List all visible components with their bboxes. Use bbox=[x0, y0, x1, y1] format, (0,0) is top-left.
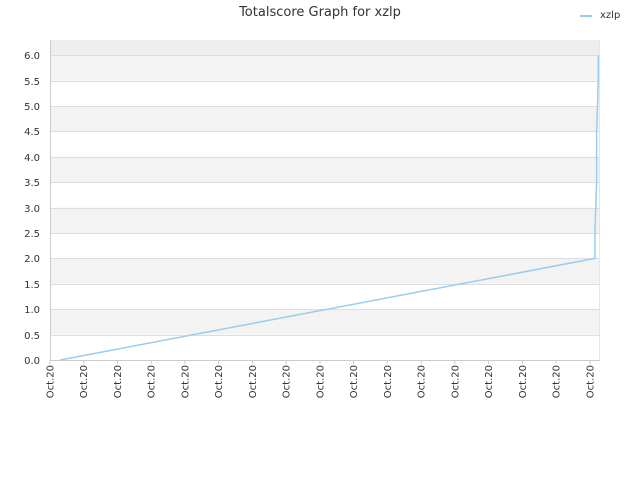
grid-band bbox=[50, 40, 600, 56]
grid-band bbox=[50, 106, 600, 132]
legend-swatch-icon bbox=[580, 14, 592, 17]
x-tick-label: Oct.20 bbox=[484, 365, 495, 398]
plot-background bbox=[50, 40, 600, 360]
x-tick-label: Oct.20 bbox=[180, 365, 191, 398]
x-tick-label: Oct.20 bbox=[282, 365, 293, 398]
y-tick-label: 2.0 bbox=[24, 254, 40, 265]
x-tick-label: Oct.20 bbox=[552, 365, 563, 398]
x-tick-label: Oct.20 bbox=[315, 365, 326, 398]
y-tick-label: 4.5 bbox=[24, 127, 40, 138]
x-tick-label: Oct.20 bbox=[113, 365, 124, 398]
y-tick-label: 4.0 bbox=[24, 153, 40, 164]
y-tick-label: 2.5 bbox=[24, 229, 40, 240]
x-tick-label: Oct.20 bbox=[147, 365, 158, 398]
y-tick-label: 0.5 bbox=[24, 331, 40, 342]
x-tick-label: Oct.20 bbox=[417, 365, 428, 398]
grid-band bbox=[50, 156, 600, 183]
y-tick-label: 5.0 bbox=[24, 102, 40, 113]
y-tick-label: 3.0 bbox=[24, 204, 40, 215]
x-tick-label: Oct.20 bbox=[450, 365, 461, 398]
x-tick-label: Oct.20 bbox=[518, 365, 529, 398]
x-tick-label: Oct.20 bbox=[79, 365, 90, 398]
y-tick-label: 5.5 bbox=[24, 77, 40, 88]
x-tick-label: Oct.20 bbox=[349, 365, 360, 398]
grid-band bbox=[50, 309, 600, 335]
chart-title: Totalscore Graph for xzlp bbox=[239, 5, 401, 20]
y-tick-label: 1.5 bbox=[24, 280, 40, 291]
y-tick-label: 0.0 bbox=[24, 356, 40, 367]
x-tick-label: Oct.20 bbox=[383, 365, 394, 398]
series-line-xzlp bbox=[59, 55, 600, 361]
x-tick-label: Oct.20 bbox=[585, 365, 596, 398]
y-tick-label: 6.0 bbox=[24, 51, 40, 62]
grid-band bbox=[50, 207, 600, 234]
x-tick-label: Oct.20 bbox=[248, 365, 259, 398]
legend-label: xzlp bbox=[600, 10, 621, 21]
x-tick-label: Oct.20 bbox=[46, 365, 57, 398]
y-tick-label: 3.5 bbox=[24, 178, 40, 189]
grid-band bbox=[50, 55, 600, 81]
x-tick-label: Oct.20 bbox=[214, 365, 225, 398]
grid-band bbox=[50, 258, 600, 284]
y-tick-label: 1.0 bbox=[24, 305, 40, 316]
chart-legend: xzlp bbox=[580, 10, 620, 21]
